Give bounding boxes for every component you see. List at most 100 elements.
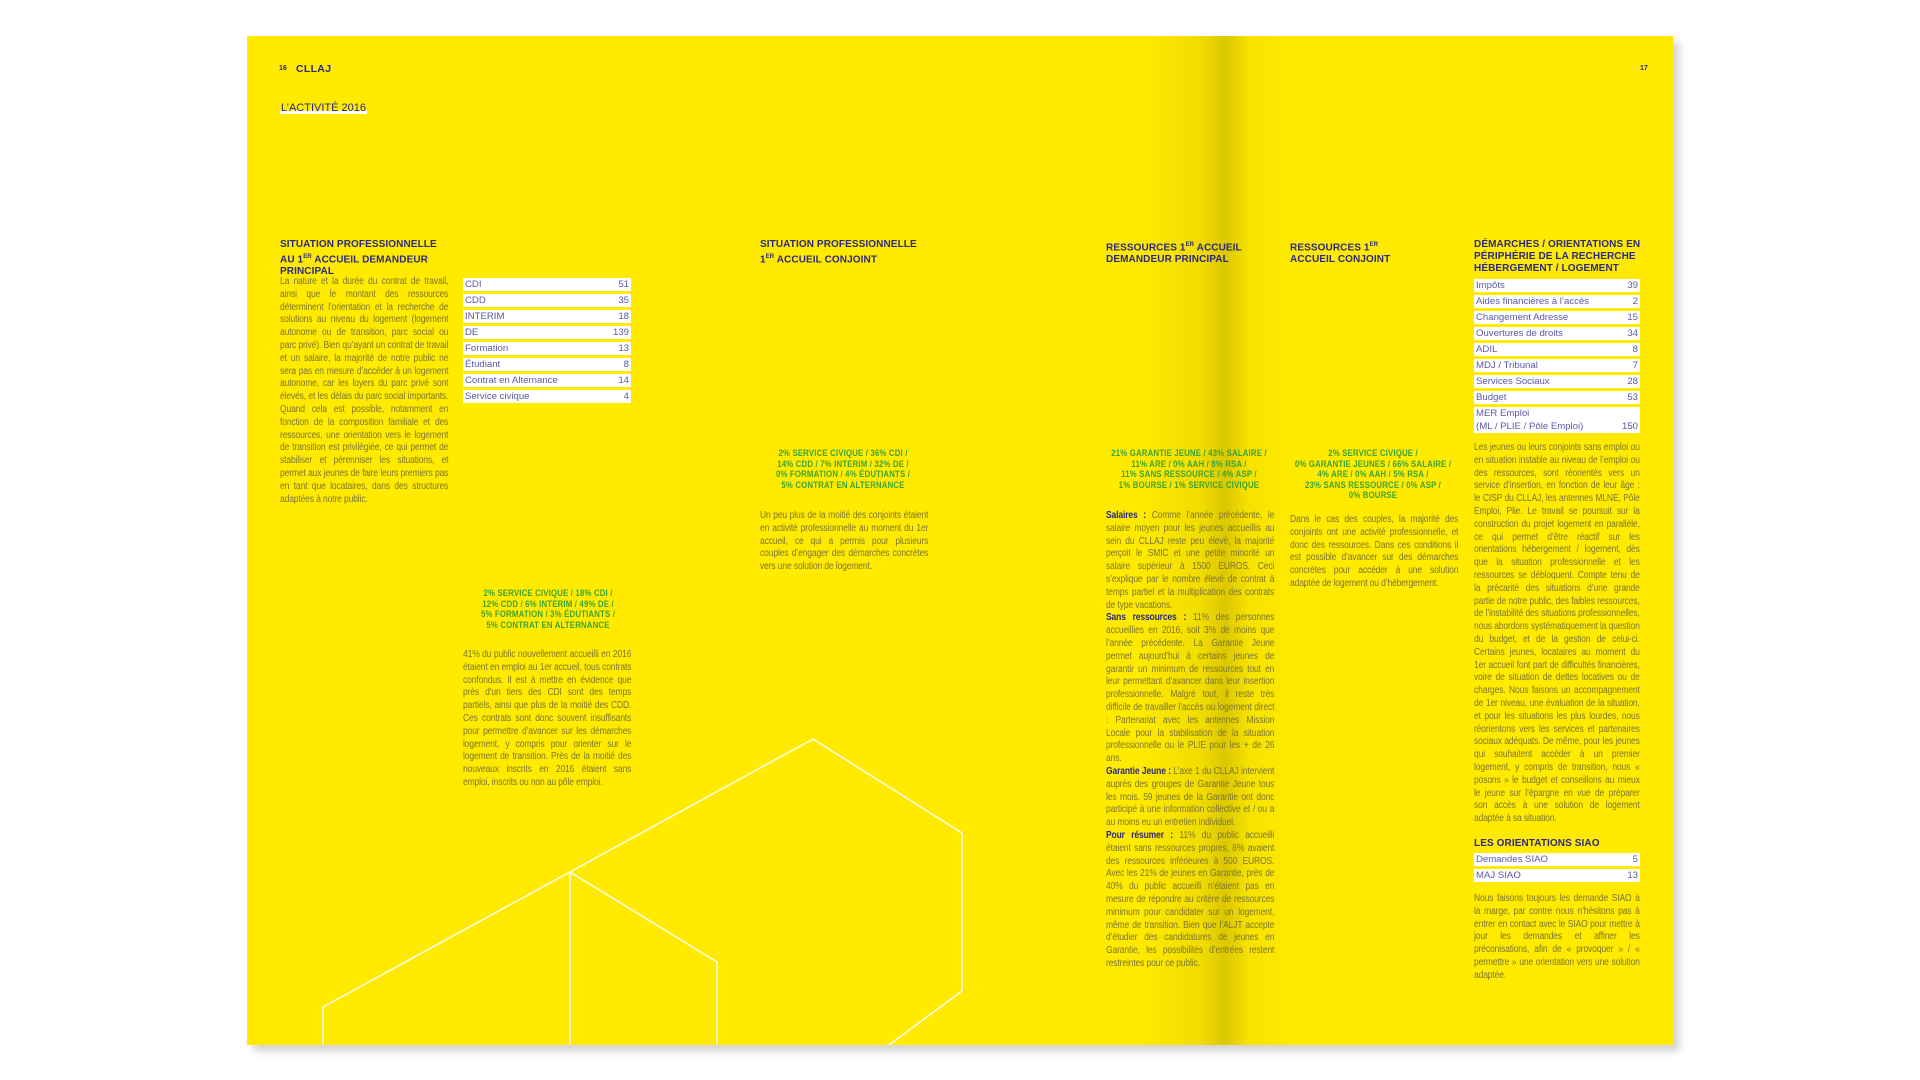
heading-line: PRINCIPAL	[280, 266, 335, 278]
table-row: CDD 35	[463, 294, 631, 307]
pie-caption: 21% GARANTIE JEUNE / 43% SALAIRE /11% AR…	[1099, 448, 1279, 490]
pie-slice-salaire	[1305, 285, 1448, 434]
row-label: Ouvertures de droits	[1476, 328, 1563, 339]
caption-line: 2% SERVICE CIVIQUE / 18% CDI /	[483, 588, 613, 598]
col4-heading: RESSOURCES 1ER ACCUEIL CONJOINT	[1290, 239, 1390, 266]
col1-text: La nature et la durée du contrat de trav…	[280, 276, 449, 505]
section-title: L’ACTIVITÉ 2016	[280, 102, 367, 114]
row-label: Étudiant	[465, 359, 501, 370]
row-label: Services Sociaux	[1476, 376, 1550, 387]
row-label: Changement Adresse	[1476, 312, 1569, 323]
heading-line: ACCUEIL CONJOINT	[1290, 254, 1391, 266]
pie-value-label: 2%	[841, 269, 856, 281]
pie-value-label: 4%	[1159, 272, 1176, 286]
col2-heading: SITUATION PROFESSIONNELLE 1ER ACCUEIL CO…	[760, 239, 917, 266]
table-row: Budget 53	[1474, 391, 1640, 404]
table-row: Ouvertures de droits 34	[1474, 327, 1640, 340]
caption-line: 11% SANS RESSOURCE / 4% ASP /	[1121, 469, 1257, 479]
hexagon-decoration	[322, 738, 963, 1045]
row-value: 5	[1632, 853, 1638, 865]
paragraph-lead: Sans ressources :	[1106, 612, 1187, 624]
col5-heading: DÉMARCHES / ORIENTATIONS EN PÉRIPHÉRIE D…	[1474, 239, 1640, 275]
pie-slice-cdd	[833, 356, 895, 433]
row-value: 8	[1632, 344, 1638, 355]
col2-text: Un peu plus de la moitié des conjoints é…	[760, 510, 929, 573]
table-row: Aides financières à l’accès 2	[1474, 295, 1640, 308]
row-value: 28	[1627, 376, 1638, 387]
col5-content: Impôts 39 Aides financières à l’accès 2 Chan…	[1474, 279, 1640, 982]
row-label: CDI	[465, 279, 482, 290]
pie-caption: 2% SERVICE CIVIQUE / 36% CDI /14% CDD / …	[754, 448, 933, 490]
paragraph-text: L’axe 1 du CLLAJ intervient auprès des g…	[1106, 765, 1275, 829]
row-label: Demandes SIAO	[1476, 853, 1548, 865]
row-value: 34	[1627, 328, 1638, 339]
row-value: 8	[623, 359, 629, 370]
heading-line: SITUATION PROFESSIONNELLE	[760, 239, 917, 250]
caption-line: 12% CDD / 6% INTERIM / 49% DE /	[482, 598, 614, 609]
table-row: Service civique 4	[463, 390, 631, 403]
col1-heading: SITUATION PROFESSIONNELLE AU 1ER ACCUEIL…	[280, 239, 437, 278]
pie-value-label: 1%	[1176, 270, 1191, 282]
heading-line: RESSOURCES 1ER	[1290, 242, 1379, 254]
row-value: 14	[618, 375, 629, 386]
siao-heading: LES ORIENTATIONS SIAO	[1474, 837, 1600, 849]
pie-slice-de	[768, 294, 844, 422]
paragraph-text: Comme l’année précédente, le salaire moy…	[1106, 510, 1275, 611]
caption-line: 2% SERVICE CIVIQUE / 36% CDI /	[778, 448, 908, 458]
pie-caption: 2% SERVICE CIVIQUE / 18% CDI /12% CDD / …	[459, 588, 638, 630]
table-row: MAJ SIAO 13	[1474, 868, 1640, 882]
caption-line: 11% ARE / 0% AAH / 8% RSA /	[1131, 458, 1247, 469]
col5-text: Les jeunes ou leurs conjoints sans emplo…	[1474, 442, 1640, 825]
pie-value-label: 4%	[1287, 376, 1302, 393]
table-row: Services Sociaux 28	[1474, 375, 1640, 388]
col3-text: Salaires : Comme l’année précédente, le …	[1106, 510, 1274, 971]
pie-value-label: 32%	[755, 348, 766, 368]
row-label: Budget	[1476, 392, 1507, 403]
pie-value-label: 7%	[806, 428, 823, 443]
caption-line: 23% SANS RESSOURCE / 0% ASP /	[1305, 479, 1441, 490]
pie-value-label: 5%	[822, 270, 838, 283]
pie-value-label: 5%	[527, 411, 543, 424]
table-row: MDJ / Tribunal 7	[1474, 359, 1640, 372]
row-label: Aides financières à l’accès	[1476, 296, 1590, 307]
caption-line: 1% BOURSE / 1% SERVICE CIVIQUE	[1118, 479, 1260, 490]
heading-line: PÉRIPHÉRIE DE LA RECHERCHE	[1474, 251, 1636, 262]
paragraph: Garantie Jeune : L’axe 1 du CLLAJ interv…	[1106, 766, 1274, 830]
caption-line: 2% SERVICE CIVIQUE /	[1328, 448, 1418, 458]
heading-line: AU 1ER ACCUEIL DEMANDEUR	[280, 254, 428, 266]
pie-slice-cdi	[547, 425, 620, 500]
pie-slice-salaire	[1130, 339, 1263, 434]
pie-slice-contrat-en-alternance	[819, 283, 844, 359]
heading-line: DÉMARCHES / ORIENTATIONS EN	[1474, 239, 1641, 250]
table-row: Demandes SIAO 5	[1474, 852, 1640, 866]
row-label: MER Emploi (ML / PLIE / Pôle Emploi)	[1476, 408, 1584, 432]
row-value: 150	[1621, 421, 1638, 432]
caption-line: 5% CONTRAT EN ALTERNANCE	[486, 619, 610, 630]
row-value: 51	[618, 279, 629, 290]
col4-text: Dans le cas des couples, la majorité des…	[1290, 514, 1459, 589]
table-row: Étudiant 8	[463, 358, 631, 371]
table-row: Changement Adresse 15	[1474, 311, 1640, 324]
heading-line: DEMANDEUR PRINCIPAL	[1106, 254, 1229, 266]
row-label: Contrat en Alternance	[465, 375, 558, 386]
caption-line: 21% GARANTIE JEUNE / 43% SALAIRE /	[1111, 448, 1267, 458]
paragraph: Pour résumer : 11% du public accueilli é…	[1106, 830, 1274, 971]
pie-value-label: 8%	[1101, 330, 1115, 347]
pie-value-label: 2%	[1371, 270, 1386, 282]
table-row: Contrat en Alternance 14	[463, 374, 631, 387]
row-value: 39	[1627, 280, 1638, 291]
siao-table: Demandes SIAO 5 MAJ SIAO 13	[1474, 852, 1640, 885]
pie-slice-service-civique	[1182, 284, 1189, 360]
table-row: DE 139	[463, 326, 631, 339]
table-row: CDI 51	[463, 278, 631, 291]
row-value: 4	[623, 391, 629, 402]
row-label: Service civique	[465, 391, 530, 402]
pie-value-label: 1%	[1192, 271, 1208, 284]
caption-line: 5% FORMATION / 3% ÉDUTIANTS /	[480, 609, 616, 619]
row-label: MDJ / Tribunal	[1476, 360, 1538, 371]
row-value: 18	[618, 311, 629, 322]
pie-slice-garantie-jeune	[1187, 284, 1261, 360]
caption-line: 0% GARANTIE JEUNES / 66% SALAIRE /	[1294, 458, 1452, 469]
paragraph-lead: Salaires :	[1106, 510, 1147, 521]
paragraph-text: 11% des personnes accueillies en 2016, s…	[1106, 612, 1275, 765]
